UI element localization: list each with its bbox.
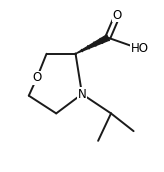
Text: HO: HO bbox=[131, 42, 149, 55]
Text: N: N bbox=[78, 88, 86, 101]
Text: O: O bbox=[32, 71, 41, 84]
Text: O: O bbox=[113, 9, 122, 22]
Polygon shape bbox=[76, 35, 109, 54]
